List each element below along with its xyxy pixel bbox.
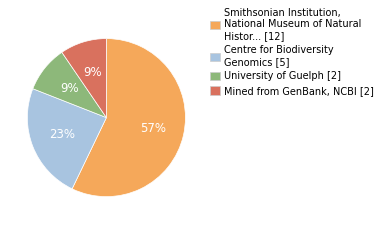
Text: 9%: 9% (60, 82, 79, 95)
Text: 23%: 23% (49, 128, 75, 141)
Text: 9%: 9% (83, 66, 102, 79)
Wedge shape (27, 89, 106, 189)
Legend: Smithsonian Institution,
National Museum of Natural
Histor... [12], Centre for B: Smithsonian Institution, National Museum… (210, 8, 374, 96)
Wedge shape (72, 39, 185, 197)
Wedge shape (62, 39, 106, 118)
Text: 57%: 57% (139, 122, 166, 135)
Wedge shape (33, 52, 106, 118)
